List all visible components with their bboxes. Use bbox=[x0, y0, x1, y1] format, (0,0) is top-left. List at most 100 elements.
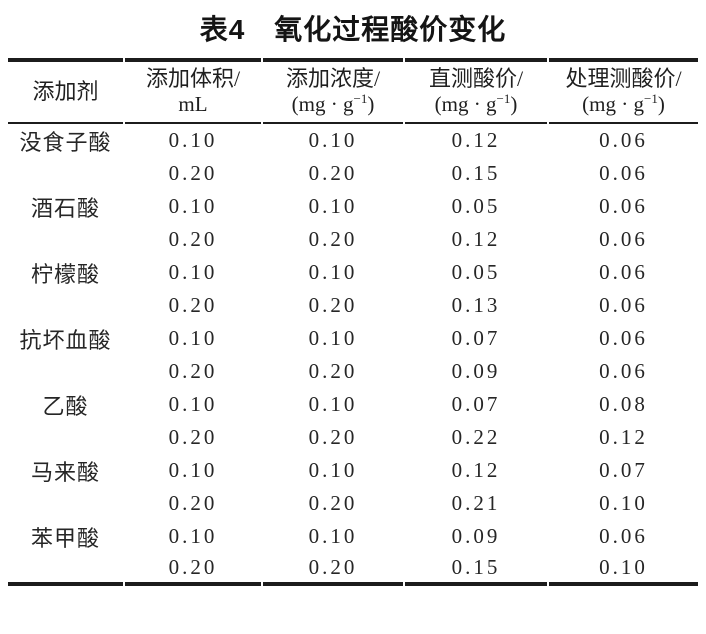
cell-treated: 0.10 bbox=[549, 553, 698, 586]
cell-additive: 没食子酸 bbox=[19, 129, 112, 155]
cell-treated: 0.06 bbox=[599, 227, 648, 251]
cell-treated: 0.06 bbox=[599, 359, 648, 383]
cell-concentration: 0.20 bbox=[308, 293, 358, 317]
cell-additive bbox=[8, 553, 123, 586]
column-header-volume: 添加体积/ mL bbox=[125, 58, 261, 124]
table-row: 抗坏血酸 0.10 0.10 0.07 0.06 bbox=[8, 322, 698, 355]
cell-direct: 0.07 bbox=[451, 326, 501, 350]
header-label: 添加剂 bbox=[32, 78, 99, 104]
cell-direct: 0.09 bbox=[451, 359, 501, 383]
cell-direct: 0.15 bbox=[405, 553, 547, 586]
cell-treated: 0.06 bbox=[599, 161, 648, 185]
column-header-direct: 直测酸价/ (mg · g−1) bbox=[405, 58, 547, 124]
cell-treated: 0.06 bbox=[599, 128, 648, 152]
cell-treated: 0.07 bbox=[599, 458, 648, 482]
header-unit: (mg · g−1) bbox=[582, 91, 665, 116]
cell-volume: 0.10 bbox=[168, 458, 218, 482]
cell-direct: 0.21 bbox=[451, 491, 501, 515]
cell-additive: 苯甲酸 bbox=[30, 525, 100, 551]
cell-volume: 0.10 bbox=[168, 524, 218, 548]
cell-concentration: 0.10 bbox=[308, 194, 358, 218]
table-row: 0.20 0.20 0.09 0.06 bbox=[8, 355, 698, 388]
cell-direct: 0.13 bbox=[451, 293, 501, 317]
cell-direct: 0.12 bbox=[451, 227, 501, 251]
header-label: 添加浓度/ bbox=[285, 66, 381, 91]
cell-volume: 0.10 bbox=[168, 326, 218, 350]
cell-direct: 0.09 bbox=[451, 524, 501, 548]
cell-concentration: 0.20 bbox=[308, 359, 358, 383]
cell-additive: 抗坏血酸 bbox=[19, 327, 112, 353]
page-title: 表4 氧化过程酸价变化 bbox=[199, 14, 507, 45]
cell-treated: 0.06 bbox=[599, 293, 648, 317]
cell-direct: 0.12 bbox=[451, 128, 501, 152]
cell-volume: 0.20 bbox=[168, 161, 218, 185]
table-row: 没食子酸 0.10 0.10 0.12 0.06 bbox=[8, 124, 698, 157]
cell-volume: 0.10 bbox=[168, 194, 218, 218]
cell-direct: 0.22 bbox=[451, 425, 501, 449]
header-label: 处理测酸价/ bbox=[565, 66, 682, 91]
cell-direct: 0.12 bbox=[451, 458, 501, 482]
cell-treated: 0.06 bbox=[599, 260, 648, 284]
cell-treated: 0.12 bbox=[599, 425, 648, 449]
acid-value-table: 添加剂 添加体积/ mL 添加浓度/ (mg · g−1) 直测酸价/ (mg … bbox=[6, 58, 700, 586]
header-unit: mL bbox=[178, 92, 208, 116]
column-header-treated: 处理测酸价/ (mg · g−1) bbox=[549, 58, 698, 124]
cell-volume: 0.20 bbox=[168, 491, 218, 515]
cell-treated: 0.06 bbox=[599, 524, 648, 548]
cell-volume: 0.20 bbox=[168, 425, 218, 449]
cell-additive bbox=[8, 355, 123, 388]
table-row: 0.20 0.20 0.12 0.06 bbox=[8, 223, 698, 256]
header-label: 添加体积/ bbox=[145, 66, 241, 91]
cell-volume: 0.10 bbox=[168, 392, 218, 416]
column-header-additive: 添加剂 bbox=[8, 58, 123, 124]
cell-volume: 0.10 bbox=[168, 128, 218, 152]
cell-direct: 0.05 bbox=[451, 260, 501, 284]
table-row: 0.20 0.20 0.13 0.06 bbox=[8, 289, 698, 322]
cell-treated: 0.08 bbox=[599, 392, 648, 416]
table-row: 0.20 0.20 0.21 0.10 bbox=[8, 487, 698, 520]
cell-volume: 0.20 bbox=[168, 227, 218, 251]
cell-volume: 0.10 bbox=[168, 260, 218, 284]
cell-direct: 0.05 bbox=[451, 194, 501, 218]
table-row: 柠檬酸 0.10 0.10 0.05 0.06 bbox=[8, 256, 698, 289]
table-row: 酒石酸 0.10 0.10 0.05 0.06 bbox=[8, 190, 698, 223]
cell-additive: 柠檬酸 bbox=[30, 261, 100, 287]
cell-volume: 0.20 bbox=[125, 553, 261, 586]
table-row: 乙酸 0.10 0.10 0.07 0.08 bbox=[8, 388, 698, 421]
cell-additive bbox=[8, 157, 123, 190]
cell-concentration: 0.10 bbox=[308, 326, 358, 350]
cell-additive bbox=[8, 223, 123, 256]
cell-volume: 0.20 bbox=[168, 359, 218, 383]
cell-concentration: 0.20 bbox=[308, 425, 358, 449]
table-row: 0.20 0.20 0.22 0.12 bbox=[8, 421, 698, 454]
cell-direct: 0.07 bbox=[451, 392, 501, 416]
cell-treated: 0.06 bbox=[599, 326, 648, 350]
cell-treated: 0.10 bbox=[599, 491, 648, 515]
header-label: 直测酸价/ bbox=[428, 66, 524, 91]
cell-concentration: 0.20 bbox=[308, 227, 358, 251]
header-unit: (mg · g−1) bbox=[291, 91, 375, 116]
cell-additive: 马来酸 bbox=[30, 459, 100, 485]
table-header: 添加剂 添加体积/ mL 添加浓度/ (mg · g−1) 直测酸价/ (mg … bbox=[8, 58, 698, 124]
cell-additive: 酒石酸 bbox=[30, 195, 100, 221]
cell-volume: 0.20 bbox=[168, 293, 218, 317]
cell-concentration: 0.10 bbox=[308, 458, 358, 482]
header-unit: (mg · g−1) bbox=[434, 91, 518, 116]
cell-treated: 0.06 bbox=[599, 194, 648, 218]
cell-concentration: 0.10 bbox=[308, 260, 358, 284]
table-row: 苯甲酸 0.10 0.10 0.09 0.06 bbox=[8, 520, 698, 553]
cell-concentration: 0.20 bbox=[263, 553, 403, 586]
table-body: 没食子酸 0.10 0.10 0.12 0.06 0.20 0.20 0.15 … bbox=[8, 124, 698, 586]
header-row: 添加剂 添加体积/ mL 添加浓度/ (mg · g−1) 直测酸价/ (mg … bbox=[8, 58, 698, 124]
table-row: 0.20 0.20 0.15 0.06 bbox=[8, 157, 698, 190]
cell-additive bbox=[8, 289, 123, 322]
cell-concentration: 0.20 bbox=[308, 491, 358, 515]
column-header-concentration: 添加浓度/ (mg · g−1) bbox=[263, 58, 403, 124]
table-row: 马来酸 0.10 0.10 0.12 0.07 bbox=[8, 454, 698, 487]
cell-direct: 0.15 bbox=[451, 161, 501, 185]
cell-concentration: 0.10 bbox=[308, 392, 358, 416]
cell-concentration: 0.20 bbox=[308, 161, 358, 185]
cell-additive: 乙酸 bbox=[42, 393, 89, 419]
cell-concentration: 0.10 bbox=[308, 128, 358, 152]
